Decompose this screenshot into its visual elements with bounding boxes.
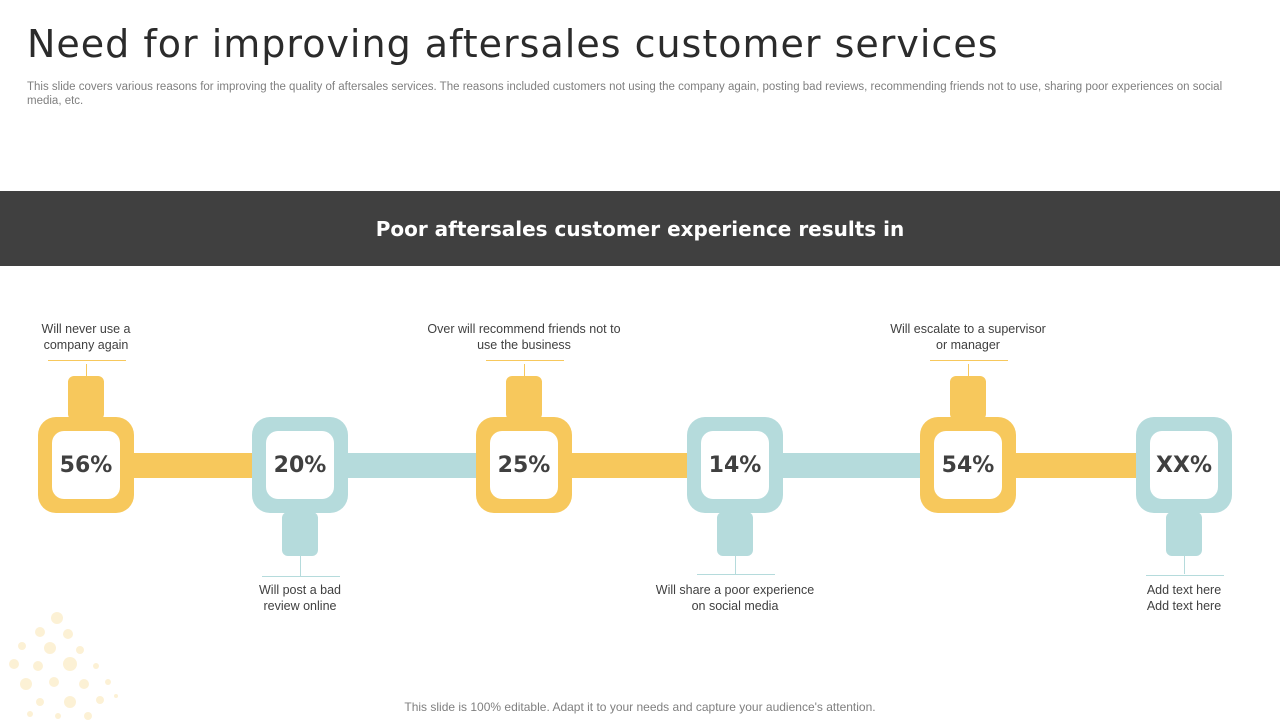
- node-6-stem: [1184, 556, 1185, 574]
- node-2: 20%: [252, 417, 348, 513]
- node-3-stem: [524, 364, 525, 376]
- node-1: 56%: [38, 417, 134, 513]
- node-6-label: Add text here Add text here: [1146, 583, 1222, 613]
- node-1-value: 56%: [52, 431, 120, 499]
- node-4-tab: [717, 512, 753, 556]
- node-4: 14%: [687, 417, 783, 513]
- node-3-value: 25%: [490, 431, 558, 499]
- node-6-rule: [1146, 575, 1224, 576]
- connector-1: [132, 453, 254, 478]
- node-2-rule: [262, 576, 340, 577]
- connector-5: [1015, 453, 1138, 478]
- node-2-label: Will post a bad review online: [259, 583, 341, 613]
- node-4-rule: [697, 574, 775, 575]
- footer-note: This slide is 100% editable. Adapt it to…: [404, 700, 876, 714]
- node-5-tab: [950, 376, 986, 420]
- node-4-value: 14%: [701, 431, 769, 499]
- node-1-rule: [48, 360, 126, 361]
- node-5: 54%: [920, 417, 1016, 513]
- page-title: Need for improving aftersales customer s…: [27, 22, 999, 66]
- node-5-rule: [930, 360, 1008, 361]
- connector-2: [346, 453, 477, 478]
- node-6: XX%: [1136, 417, 1232, 513]
- node-2-stem: [300, 556, 301, 576]
- node-3-rule: [486, 360, 564, 361]
- connector-4: [782, 453, 922, 478]
- node-4-label: Will share a poor experience on social m…: [655, 583, 815, 613]
- node-3-label: Over will recommend friends not to use t…: [427, 322, 621, 352]
- node-6-tab: [1166, 512, 1202, 556]
- node-6-value: XX%: [1150, 431, 1218, 499]
- decorative-dots: [9, 612, 118, 720]
- node-4-stem: [735, 556, 736, 574]
- page-subtitle: This slide covers various reasons for im…: [27, 81, 1223, 107]
- node-2-value: 20%: [266, 431, 334, 499]
- node-5-value: 54%: [934, 431, 1002, 499]
- node-3: 25%: [476, 417, 572, 513]
- node-1-stem: [86, 364, 87, 376]
- node-5-label: Will escalate to a supervisor or manager: [890, 322, 1046, 352]
- node-2-tab: [282, 512, 318, 556]
- node-1-label: Will never use a company again: [41, 322, 131, 352]
- section-banner: Poor aftersales customer experience resu…: [0, 191, 1280, 266]
- node-3-tab: [506, 376, 542, 420]
- node-5-stem: [968, 364, 969, 376]
- node-1-tab: [68, 376, 104, 420]
- banner-title: Poor aftersales customer experience resu…: [375, 216, 905, 241]
- connector-3: [570, 453, 689, 478]
